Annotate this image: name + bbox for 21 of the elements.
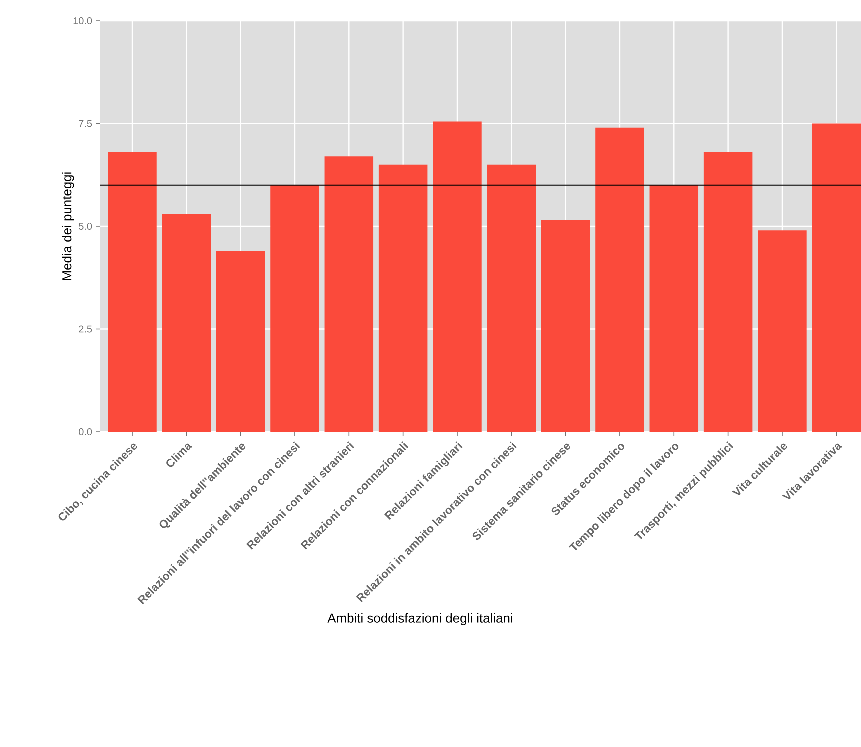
bar: [108, 152, 157, 432]
bar: [324, 156, 374, 432]
bar: [596, 128, 644, 432]
x-axis-title: Ambiti soddisfazioni degli italiani: [328, 613, 512, 626]
y-tick-label: 0.0: [79, 428, 92, 436]
y-axis-title: Media dei punteggi: [62, 172, 74, 280]
bar: [758, 230, 807, 432]
bar: [433, 122, 482, 432]
y-tick-label: 2.5: [79, 326, 92, 333]
bar: [216, 251, 266, 432]
bar: [162, 214, 212, 432]
bar: [812, 124, 861, 432]
bar: [704, 152, 753, 432]
y-tick-label: 10.0: [74, 17, 92, 25]
bar: [378, 164, 428, 432]
y-tick-label: 7.5: [79, 120, 92, 128]
bar: [541, 220, 590, 432]
bar: [270, 185, 320, 432]
bar: [487, 164, 536, 432]
y-tick-label: 5.0: [79, 222, 92, 230]
bar: [650, 185, 699, 432]
